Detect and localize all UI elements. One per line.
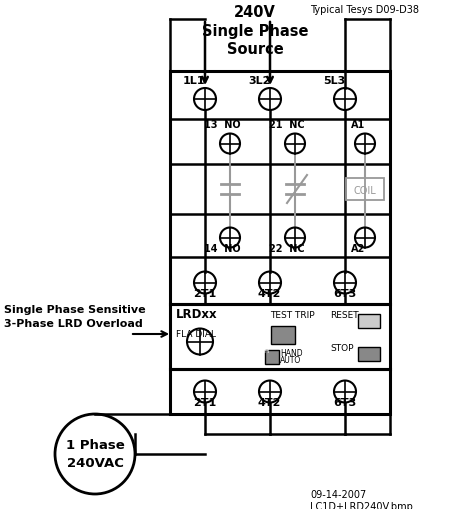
Text: 13  NO: 13 NO (204, 120, 241, 130)
Text: 240V
Single Phase
Source: 240V Single Phase Source (202, 5, 308, 57)
Text: 3-Phase LRD Overload: 3-Phase LRD Overload (4, 318, 143, 328)
Text: 22  NC: 22 NC (269, 244, 305, 254)
Bar (271, 326, 295, 344)
Bar (170, 369, 390, 414)
Text: COIL: COIL (354, 186, 376, 195)
Text: 6T3: 6T3 (333, 398, 356, 408)
Text: 2T1: 2T1 (193, 398, 216, 408)
Text: A2: A2 (351, 244, 365, 254)
Text: HAND: HAND (280, 348, 302, 357)
Bar (346, 179, 384, 201)
Text: AUTO: AUTO (280, 355, 301, 364)
Text: 5L3: 5L3 (323, 76, 345, 86)
Text: Single Phase Sensitive: Single Phase Sensitive (4, 304, 146, 315)
Text: 4T2: 4T2 (258, 398, 282, 408)
Bar (170, 304, 390, 369)
Text: 3L2: 3L2 (248, 76, 270, 86)
Text: 240VAC: 240VAC (66, 457, 123, 470)
Text: 14  NO: 14 NO (204, 244, 241, 254)
Bar (265, 350, 279, 364)
Bar (170, 72, 390, 304)
Text: Typical Tesys D09-D38: Typical Tesys D09-D38 (310, 5, 419, 15)
Text: RESET: RESET (330, 310, 359, 319)
Text: 21  NC: 21 NC (269, 120, 305, 130)
Bar (358, 347, 380, 361)
Text: LRDxx: LRDxx (176, 307, 218, 320)
Text: STOP: STOP (330, 344, 354, 352)
Text: 09-14-2007
LC1D+LRD240V.bmp: 09-14-2007 LC1D+LRD240V.bmp (310, 489, 413, 509)
Text: A1: A1 (351, 120, 365, 130)
Text: 2T1: 2T1 (193, 289, 216, 299)
Text: 4T2: 4T2 (258, 289, 282, 299)
Text: 6T3: 6T3 (333, 289, 356, 299)
Text: 1 Phase: 1 Phase (65, 439, 124, 451)
Text: TEST TRIP: TEST TRIP (270, 310, 315, 319)
Text: FLA DIAL: FLA DIAL (176, 329, 216, 338)
Text: H: H (263, 347, 268, 353)
Text: 1L1: 1L1 (183, 76, 206, 86)
Bar (358, 315, 380, 328)
